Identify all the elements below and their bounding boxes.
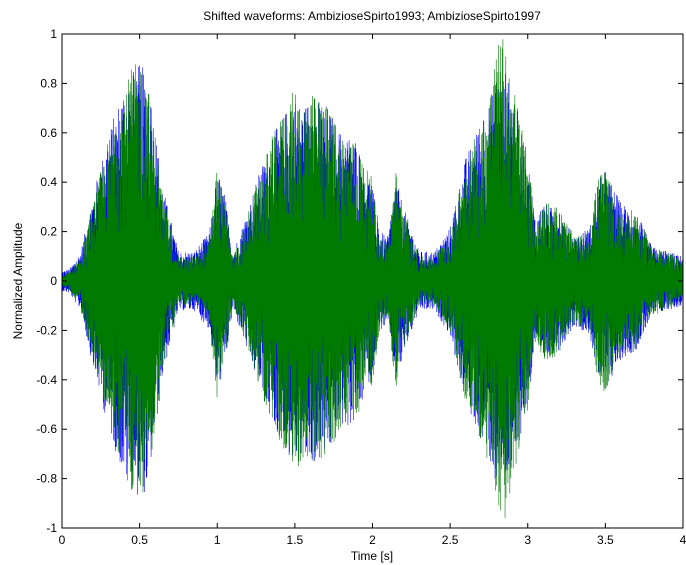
x-axis-label: Time [s] <box>351 549 393 563</box>
x-tick-label: 0.5 <box>131 533 148 547</box>
y-tick-label: 0.4 <box>40 175 57 189</box>
y-tick-label: -0.2 <box>36 323 57 337</box>
x-tick-label: 4 <box>680 533 686 547</box>
y-axis-label: Normalized Amplitude <box>11 222 25 339</box>
y-tick-label: 0.8 <box>40 76 57 90</box>
x-tick-label: 1 <box>214 533 221 547</box>
y-tick-label: -0.8 <box>36 472 57 486</box>
y-tick-label: 0.2 <box>40 225 57 239</box>
y-tick-label: -1 <box>46 521 57 535</box>
tick-layer: 0 0.5 1 1.5 2 2.5 3 3.5 4 -1 -0.8 -0.6 -0.4 -0.2 0 0.2 0… <box>36 27 686 547</box>
x-tick-label: 1.5 <box>287 533 304 547</box>
x-tick-label: 0 <box>59 533 66 547</box>
y-tick-label: -0.6 <box>36 422 57 436</box>
x-tick-label: 3.5 <box>597 533 614 547</box>
x-tick-label: 2.5 <box>442 533 459 547</box>
waveform-series-2 <box>61 39 684 518</box>
y-tick-label: -0.4 <box>36 373 57 387</box>
y-tick-label: 0 <box>50 274 57 288</box>
plot-area: 0 0.5 1 1.5 2 2.5 3 3.5 4 -1 -0.8 -0.6 -0.4 -0.2 0 0.2 0… <box>36 27 686 547</box>
x-tick-label: 3 <box>524 533 531 547</box>
series-layer <box>61 39 684 518</box>
chart-title: Shifted waveforms: AmbizioseSpirto1993; … <box>203 9 541 23</box>
y-tick-label: 1 <box>50 27 57 41</box>
x-tick-label: 2 <box>369 533 376 547</box>
y-tick-label: 0.6 <box>40 126 57 140</box>
